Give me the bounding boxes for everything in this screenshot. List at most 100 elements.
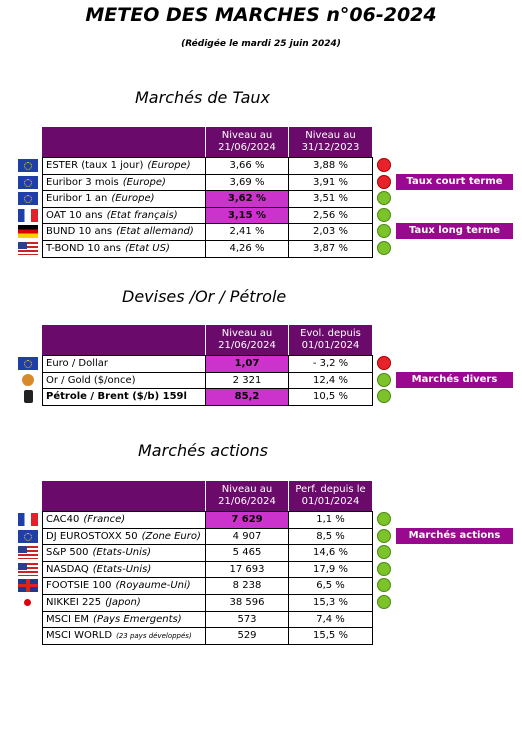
signal-icon [377,356,391,370]
flag-icon [18,192,38,206]
label: MSCI EM [46,613,90,625]
label: OAT 10 ans [46,209,103,221]
label: T-BOND 10 ans [46,243,121,254]
column-header: Niveau au 21/06/2024 [205,127,288,157]
value-cell: 3,51 % [288,190,373,208]
value-cell: 5 465 [205,544,289,562]
header-blank [42,127,205,157]
label: FOOTSIE 100 [46,580,112,592]
value-cell: 4 907 [205,527,289,546]
value-cell: 85,2 [205,388,289,406]
row-label: T-BOND 10 ans (Etat US) [42,240,206,258]
value-cell: 14,6 % [288,544,373,562]
value-cell: 15,5 % [288,627,373,645]
label-note: (Europe) [147,160,191,171]
section-title: Marchés actions [138,441,268,460]
flag-icon [18,175,38,189]
signal-icon [377,241,391,255]
value-cell: 7 629 [205,511,289,529]
signal-icon [377,389,391,404]
column-header: Niveau au 31/12/2023 [288,127,372,157]
row-label: BUND 10 ans (Etat allemand) [42,223,206,241]
signal-icon [377,512,391,526]
row-label: DJ EUROSTOXX 50 (Zone Euro) [42,527,206,546]
label-note: (Zone Euro) [141,530,201,542]
row-label: Pétrole / Brent ($/b) 159l [42,388,206,406]
value-cell: 10,5 % [288,388,373,406]
value-cell: 3,62 % [205,190,289,208]
section-title: Marchés de Taux [135,88,270,107]
column-header: Perf. depuis le 01/01/2024 [288,481,372,511]
column-header: Evol. depuis 01/01/2024 [288,325,372,355]
flag-icon [18,208,38,222]
row-label: CAC40 (France) [42,511,206,529]
row-label: Or / Gold ($/once) [42,371,206,390]
signal-icon [377,224,391,239]
header-blank [42,481,205,511]
row-label: ESTER (taux 1 jour) (Europe) [42,157,206,175]
label: BUND 10 ans [46,226,113,238]
value-cell: 4,26 % [205,240,289,258]
flag-icon [18,579,38,593]
row-label: S&P 500 (Etats-Unis) [42,544,206,562]
label: MSCI WORLD [46,630,113,642]
value-cell: 3,88 % [288,157,373,175]
flag-icon [18,159,38,172]
label: S&P 500 [46,547,89,559]
column-header: Niveau au 21/06/2024 [205,325,288,355]
row-label: Euro / Dollar [42,355,206,373]
value-cell: 573 [205,610,289,629]
category-tag: Marchés actions [396,527,513,544]
signal-icon [377,528,391,543]
value-cell: 3,15 % [205,206,289,225]
category-tag: Taux long terme [396,223,513,240]
flag-icon [18,373,38,387]
label: Or / Gold ($/once) [46,374,136,386]
value-cell: 1,1 % [288,511,373,529]
value-cell: 38 596 [205,594,289,612]
signal-icon [377,372,391,387]
label-note: (Japon) [105,597,141,608]
label: Euro / Dollar [46,358,109,369]
value-cell: 3,66 % [205,157,289,175]
signal-icon [377,174,391,189]
flag-icon [18,513,38,526]
label: DJ EUROSTOXX 50 [46,530,138,542]
value-cell: - 3,2 % [288,355,373,373]
label: Euribor 1 an [46,193,108,205]
label: ESTER (taux 1 jour) [46,160,144,171]
label-note: (Royaume-Uni) [115,580,191,592]
label-note: (Etats-Unis) [92,563,152,575]
title: METEO DES MARCHES n°06-2024 [85,4,437,26]
flag-icon [18,225,38,239]
flag-icon [18,546,38,560]
category-tag: Marchés divers [396,371,513,388]
label: NASDAQ [46,563,89,575]
signal-icon [377,207,391,222]
value-cell: 3,91 % [288,173,373,192]
label-note: (Etats-Unis) [92,547,152,559]
row-label: OAT 10 ans (Etat français) [42,206,206,225]
section-title: Devises /Or / Pétrole [122,287,287,306]
label-note: (Etat US) [124,243,170,254]
signal-icon [377,158,391,172]
value-cell: 12,4 % [288,371,373,390]
label-note: (Etat allemand) [116,226,194,238]
label: Pétrole / Brent ($/b) 159l [46,391,187,403]
label-note: (Europe) [122,176,166,188]
label-note: (Pays Emergents) [93,613,182,625]
label: Euribor 3 mois [46,176,119,188]
row-label: Euribor 1 an (Europe) [42,190,206,208]
signal-icon [377,545,391,560]
signal-icon [377,561,391,576]
flag-icon [18,529,38,543]
row-label: Euribor 3 mois (Europe) [42,173,206,192]
value-cell: 6,5 % [288,577,373,595]
label-note: (Europe) [111,193,155,205]
value-cell: 2,56 % [288,206,373,225]
value-cell: 2,41 % [205,223,289,241]
subtitle: (Rédigée le mardi 25 juin 2024) [181,39,341,49]
header-blank [42,325,205,355]
label: CAC40 [46,514,80,525]
